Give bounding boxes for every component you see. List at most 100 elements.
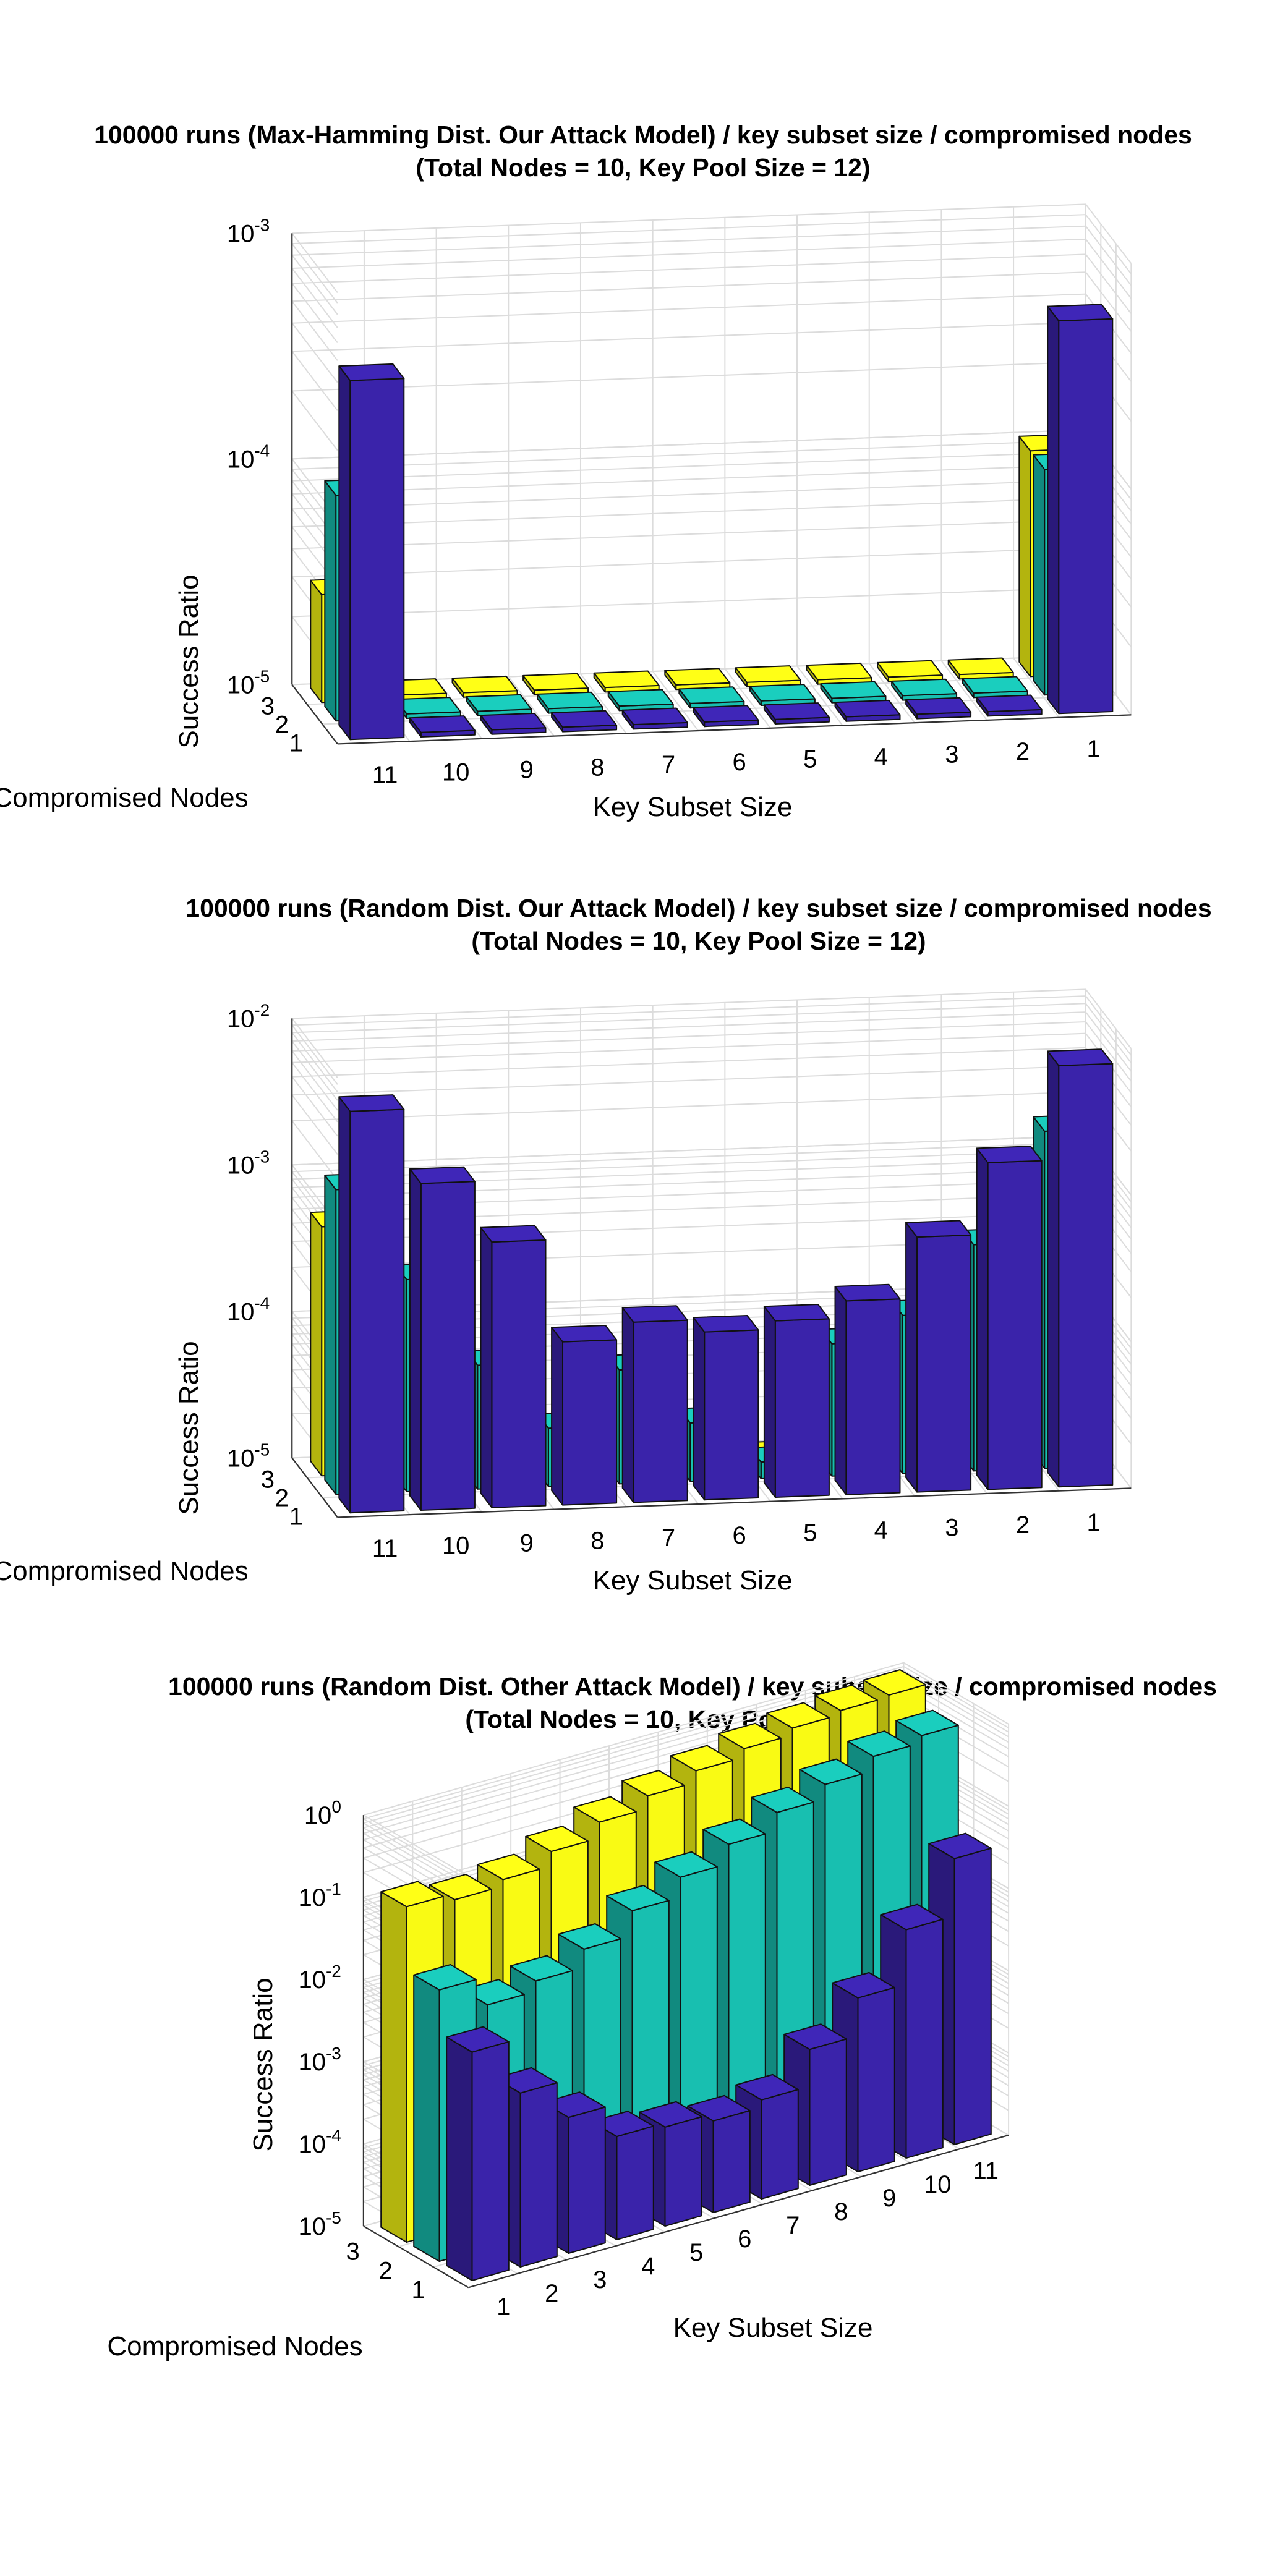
bar-n3-k3 (877, 660, 944, 682)
bar-n1-k5 (763, 702, 830, 725)
z-tick-label: 10-4 (227, 1293, 270, 1325)
bar-n3-k6 (664, 668, 731, 691)
chart-panel-2: 100000 runs (Random Dist. Our Attack Mod… (0, 894, 1212, 1596)
bar-n1-k4 (834, 699, 901, 722)
bar-n2-k6 (678, 686, 745, 709)
x-tick-label: 11 (372, 762, 398, 789)
x-tick-label: 6 (732, 749, 746, 776)
bar-n1-k3 (905, 697, 972, 720)
chart-panel-3: 100000 runs (Random Dist. Other Attack M… (107, 1662, 1217, 2361)
x-tick-label: 4 (641, 2253, 655, 2280)
bar-n1-k7 (621, 707, 688, 730)
x-tick-label: 9 (520, 1530, 534, 1557)
x-tick-label: 7 (662, 1524, 675, 1552)
bar-n1-k2 (976, 694, 1043, 717)
bar-n2-k9 (466, 694, 532, 716)
x-tick-label: 10 (442, 759, 470, 786)
z-tick-label: 10-4 (298, 2126, 341, 2158)
bar-n1-k10 (409, 1166, 476, 1511)
x-tick-label: 3 (593, 2266, 607, 2293)
bar-n1-k8 (551, 1325, 618, 1506)
bar-n1-k10 (409, 715, 476, 738)
x-axis-label: Key Subset Size (673, 2313, 873, 2343)
x-tick-label: 5 (803, 1520, 817, 1547)
z-tick-label: 10-3 (227, 1147, 270, 1179)
bar-n1-k2 (976, 1146, 1043, 1490)
x-tick-label: 11 (973, 2157, 999, 2185)
x-tick-label: 6 (738, 2225, 751, 2253)
y-axis (291, 684, 338, 745)
x-axis-label: Key Subset Size (593, 1565, 793, 1596)
x-axis (337, 714, 1132, 745)
bar-n3-k4 (806, 662, 872, 685)
bar-n1-k6 (693, 705, 759, 728)
x-tick-label: 1 (497, 2293, 510, 2321)
chart-title: 100000 runs (Random Dist. Other Attack M… (168, 1672, 1217, 1701)
x-axis-label: Key Subset Size (593, 792, 793, 822)
bar-n1-k1 (446, 2026, 510, 2281)
x-tick-label: 4 (874, 1517, 888, 1544)
y-tick-label: 2 (275, 711, 289, 738)
y-tick-label: 3 (346, 2238, 359, 2266)
bars (310, 304, 1114, 741)
x-tick-label: 1 (1086, 736, 1100, 763)
x-axis (468, 2134, 1009, 2289)
bar-n2-k8 (537, 691, 603, 714)
bar-n2-k5 (749, 684, 816, 706)
x-tick-label: 8 (591, 1527, 604, 1554)
y-tick-label: 3 (261, 692, 275, 720)
bar-n1-k11 (338, 1094, 405, 1514)
bar-n2-k10 (395, 697, 461, 719)
bar-n2-k4 (820, 681, 887, 704)
y-axis-label: Compromised Nodes (0, 1556, 249, 1586)
bar-n3-k2 (947, 657, 1014, 680)
x-tick-label: 11 (372, 1535, 398, 1562)
bar-n1-k1 (1047, 1048, 1114, 1488)
bar-n1-k3 (905, 1220, 972, 1493)
bar-n1-k11 (338, 363, 405, 741)
x-tick-label: 7 (786, 2212, 800, 2239)
bar-n1-k4 (834, 1283, 901, 1495)
bars (310, 1048, 1114, 1514)
bar-n1-k9 (480, 712, 547, 735)
x-tick-label: 2 (1016, 738, 1030, 765)
z-tick-label: 10-2 (298, 1962, 341, 1994)
y-tick-label: 1 (411, 2277, 425, 2304)
z-axis-label: Success Ratio (248, 1978, 278, 2151)
x-tick-label: 4 (874, 744, 888, 771)
z-tick-label: 10-3 (298, 2044, 341, 2076)
x-tick-label: 10 (442, 1532, 470, 1560)
bar-n3-k9 (451, 675, 518, 698)
z-tick-label: 10-5 (227, 1440, 270, 1472)
bar-n3-k7 (593, 670, 660, 693)
y-tick-label: 2 (378, 2258, 392, 2285)
x-tick-label: 2 (545, 2280, 558, 2307)
y-axis-label: Compromised Nodes (107, 2331, 362, 2361)
chart-title: 100000 runs (Random Dist. Our Attack Mod… (186, 894, 1211, 922)
x-tick-label: 3 (945, 741, 958, 768)
chart-subtitle: (Total Nodes = 10, Key Pool Size = 12) (416, 153, 870, 182)
z-tick-label: 100 (304, 1797, 341, 1829)
bar-n1-k8 (551, 710, 618, 733)
x-tick-label: 8 (834, 2198, 848, 2225)
y-axis (291, 1457, 338, 1518)
y-tick-label: 3 (261, 1466, 275, 1493)
x-tick-label: 7 (662, 751, 675, 778)
x-tick-label: 2 (1016, 1511, 1030, 1539)
y-tick-label: 2 (275, 1484, 289, 1511)
x-tick-label: 9 (520, 757, 534, 784)
x-axis (337, 1487, 1132, 1518)
bar-n1-k1 (1047, 304, 1114, 715)
bar-n2-k3 (891, 678, 958, 701)
bar-n1-k7 (621, 1305, 688, 1503)
z-tick-label: 10-5 (298, 2208, 341, 2240)
x-tick-label: 6 (732, 1522, 746, 1549)
chart-panel-1: 100000 runs (Max-Hamming Dist. Our Attac… (0, 121, 1192, 822)
y-axis (363, 2225, 469, 2289)
z-tick-label: 10-3 (227, 215, 270, 247)
bars (380, 1669, 992, 2281)
z-tick-label: 10-1 (298, 1879, 341, 1911)
